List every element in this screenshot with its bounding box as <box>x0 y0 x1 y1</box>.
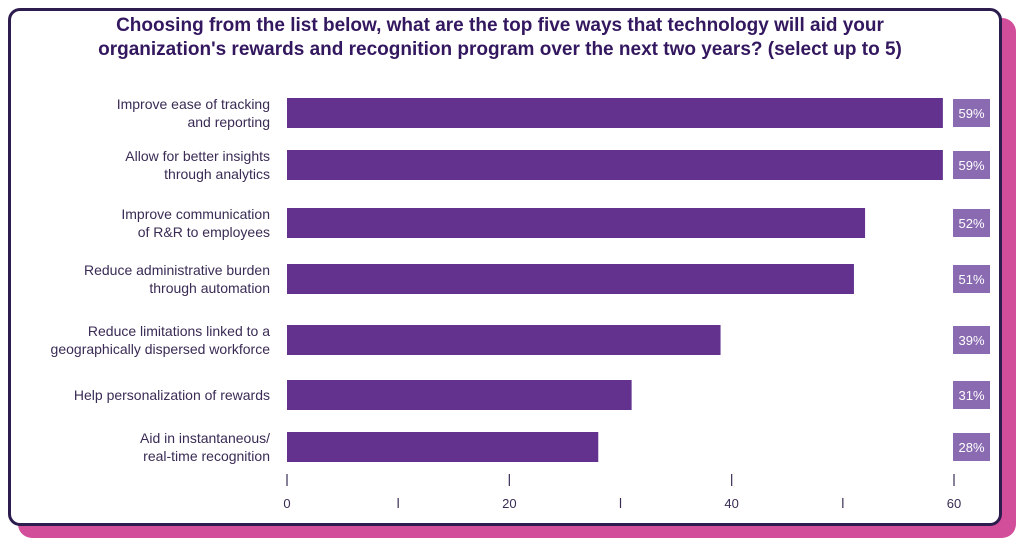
value-label: 51% <box>958 272 984 287</box>
bar <box>287 264 854 294</box>
value-label: 28% <box>958 440 984 455</box>
category-label: Allow for better insights through analyti… <box>125 148 270 182</box>
bar <box>287 208 866 238</box>
value-label: 59% <box>958 106 984 121</box>
category-label: Improve communication of R&R to employees <box>121 206 270 240</box>
value-label-box <box>953 99 990 127</box>
bar <box>287 325 721 355</box>
value-label-box <box>953 151 990 179</box>
value-label: 59% <box>958 158 984 173</box>
value-label: 52% <box>958 216 984 231</box>
bar <box>287 380 632 410</box>
category-label: Improve ease of tracking and reporting <box>117 96 270 130</box>
value-label-box <box>953 381 990 409</box>
x-tick-label: 0 <box>283 496 290 511</box>
x-tick-label: 60 <box>947 496 961 511</box>
x-tick-label: 40 <box>724 496 738 511</box>
value-label-box <box>953 265 990 293</box>
value-label-box <box>953 209 990 237</box>
category-label: Aid in instantaneous/real-time recogniti… <box>140 430 270 464</box>
value-label: 39% <box>958 333 984 348</box>
value-label-box <box>953 326 990 354</box>
chart-title: Choosing from the list below, what are t… <box>98 15 902 60</box>
value-label: 31% <box>958 388 984 403</box>
category-label: Reduce administrative burden through auto… <box>84 262 270 296</box>
value-label-box <box>953 433 990 461</box>
bar <box>287 98 943 128</box>
x-tick-label: 20 <box>502 496 516 511</box>
category-label: Reduce limitations linked to a geographic… <box>51 323 271 357</box>
bar <box>287 150 943 180</box>
category-label: Help personalization of rewards <box>74 387 270 403</box>
bar <box>287 432 599 462</box>
